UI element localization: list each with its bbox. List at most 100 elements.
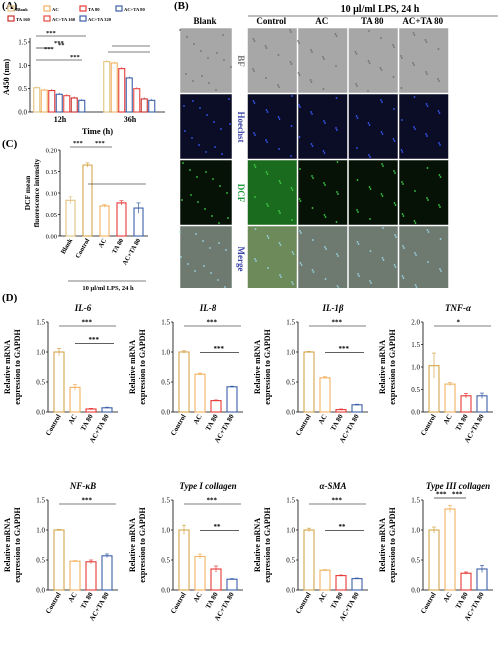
cell-marker — [370, 282, 372, 284]
cell-marker — [192, 100, 194, 102]
y-tick-label: 1.5 — [161, 319, 170, 327]
legend-label: Blank — [16, 7, 28, 12]
cell-marker — [426, 73, 428, 75]
bar-AC — [40, 89, 48, 113]
cell-marker — [201, 75, 203, 77]
cell-marker — [179, 231, 181, 233]
cell-marker — [278, 210, 280, 212]
cell-marker — [195, 233, 197, 235]
cell-marker — [368, 186, 371, 188]
cell-marker — [323, 152, 326, 154]
y-tick-label: 0.0 — [18, 109, 27, 117]
cell-marker — [379, 67, 382, 69]
x-tick-label: Control — [169, 591, 188, 615]
chart-title: NF-κB — [69, 481, 96, 491]
cell-marker — [400, 55, 402, 57]
cell-marker — [192, 80, 194, 82]
cell-marker — [311, 51, 313, 53]
cell-marker — [413, 34, 416, 36]
micrograph-cell — [348, 27, 399, 94]
y-tick-label: 0.5 — [286, 557, 295, 565]
cell-marker — [402, 245, 404, 247]
legend-label: AC+TA 80 — [124, 7, 145, 12]
micrograph-cell — [398, 225, 449, 288]
cell-marker — [426, 229, 429, 231]
significance-label: *** — [54, 40, 64, 47]
legend-swatch — [79, 5, 87, 12]
cell-marker — [202, 240, 204, 242]
cell-marker — [180, 256, 182, 258]
cell-marker — [254, 228, 257, 230]
y-tick-label: 1.0 — [286, 527, 295, 535]
cell-marker — [392, 76, 395, 78]
bar-Control — [53, 351, 65, 413]
y-tick-label: 1.5 — [411, 497, 420, 505]
y-axis-title-line1: Relative mRNA — [253, 518, 262, 572]
cell-marker — [357, 211, 359, 213]
cell-marker — [297, 72, 300, 74]
cell-marker — [210, 272, 212, 274]
bar-TA 80 — [335, 575, 347, 591]
cell-marker — [311, 175, 313, 177]
cell-marker — [221, 153, 223, 155]
cell-marker — [412, 32, 415, 34]
bar-AC — [69, 386, 81, 413]
cell-marker — [356, 241, 359, 243]
cell-marker — [267, 237, 270, 239]
cell-marker — [215, 89, 217, 91]
significance-label: *** — [89, 336, 100, 344]
bar-Blank — [103, 61, 111, 113]
bar-AC — [319, 377, 331, 413]
cell-marker — [278, 148, 280, 150]
cell-marker — [335, 97, 338, 99]
cell-marker — [324, 122, 326, 124]
cell-marker — [402, 277, 405, 279]
bar-TA 80 — [460, 572, 472, 591]
cell-marker — [381, 133, 384, 135]
cell-marker — [402, 215, 405, 217]
y-tick-label: 1.5 — [36, 497, 45, 505]
legend-label: AC+TA 160 — [52, 17, 76, 22]
chart-title: IL-1β — [321, 303, 343, 313]
cell-marker — [265, 77, 267, 79]
cell-marker — [278, 86, 280, 88]
cell-marker — [426, 167, 429, 169]
cell-marker — [393, 140, 396, 142]
cell-marker — [291, 251, 294, 253]
chart-title: IL-6 — [74, 303, 92, 313]
chart-title: IL-8 — [199, 303, 217, 313]
cell-marker — [290, 155, 292, 157]
significance-label: *** — [436, 491, 447, 499]
y-tick-label: 0.0 — [411, 409, 420, 417]
y-tick-label: 0.5 — [161, 379, 170, 387]
cell-marker — [311, 207, 314, 209]
cell-marker — [401, 151, 404, 153]
cell-marker — [185, 73, 187, 75]
cell-marker — [298, 198, 301, 200]
significance-label: ** — [339, 523, 347, 531]
cell-marker — [299, 200, 302, 202]
y-tick-label: 0.0 — [36, 587, 45, 595]
significance-label: *** — [82, 319, 93, 327]
cell-marker — [227, 217, 229, 219]
bar-TA 80 — [460, 395, 472, 413]
y-tick-label: 0.5 — [36, 379, 45, 387]
cell-marker — [395, 236, 397, 238]
cell-marker — [381, 257, 384, 259]
cell-marker — [279, 182, 282, 184]
cell-marker — [355, 115, 358, 117]
x-tick-label: AC — [317, 591, 329, 604]
cell-marker — [323, 120, 325, 122]
cell-marker — [252, 100, 255, 102]
y-axis-title-line2: expression to GAPDH — [138, 507, 147, 583]
cell-marker — [413, 64, 415, 66]
x-tick-label: Control — [419, 591, 438, 615]
cell-marker — [218, 242, 220, 244]
cell-marker — [298, 42, 300, 44]
y-tick-label: 0.00 — [46, 234, 57, 241]
cell-marker — [356, 209, 358, 211]
cell-marker — [335, 221, 338, 223]
micrograph-cell — [297, 159, 348, 226]
bar-AC — [69, 560, 81, 591]
cell-marker — [277, 116, 280, 118]
